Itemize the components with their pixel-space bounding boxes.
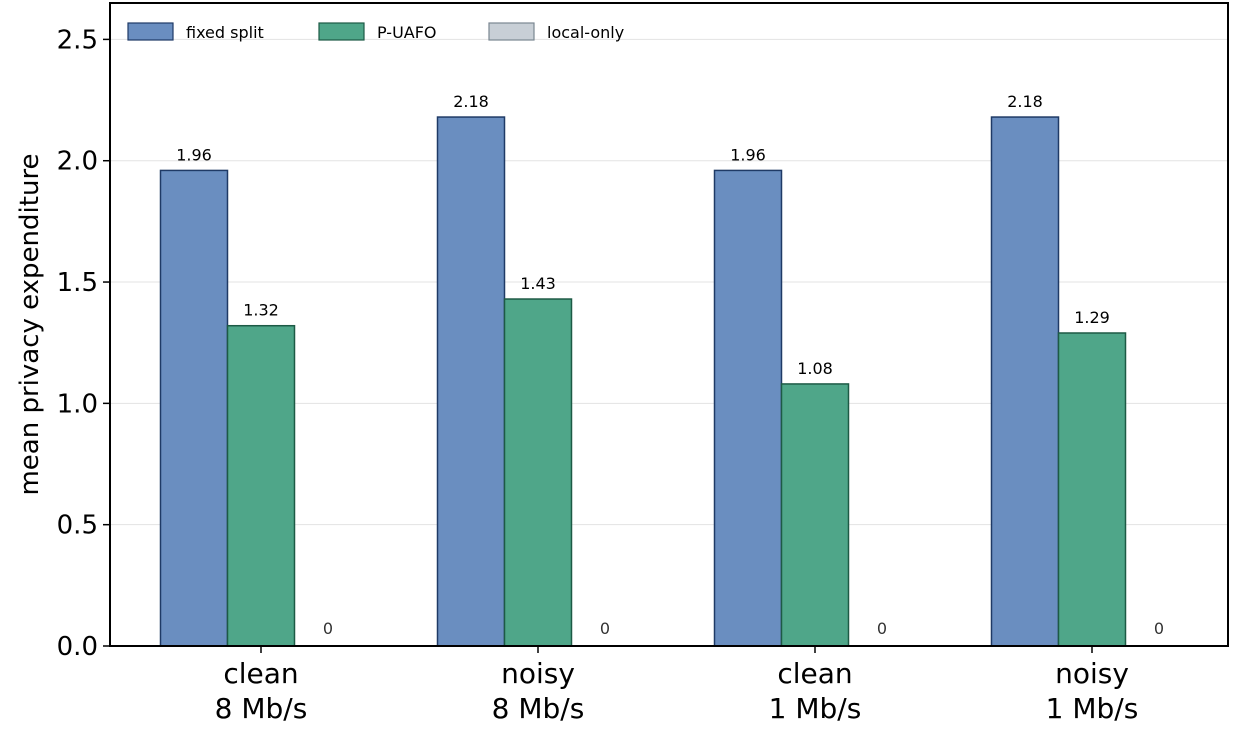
plot-frame: [109, 2, 1229, 647]
x-tick-label: 8 Mb/s: [492, 692, 585, 725]
data-label: 1.96: [176, 145, 212, 164]
data-label: 1.96: [730, 145, 766, 164]
data-label: 2.18: [453, 92, 489, 111]
y-axis: 0.0 0.5 1.0 1.5 2.0 2.5: [57, 25, 110, 662]
y-tick-label: 0.0: [57, 632, 98, 662]
data-label: 0: [600, 619, 610, 638]
y-tick-label: 2.0: [57, 147, 98, 177]
bars: [159, 116, 1127, 647]
bar-fixed-split: [159, 169, 229, 647]
legend-label: local-only: [547, 23, 624, 42]
data-label: 0: [877, 619, 887, 638]
x-tick-label: clean: [223, 657, 298, 690]
bar-fixed-split: [436, 116, 506, 647]
x-tick-label: 1 Mb/s: [1046, 692, 1139, 725]
bar-fixed-split: [713, 169, 783, 647]
data-label: 0: [323, 619, 333, 638]
x-tick-label: 8 Mb/s: [215, 692, 308, 725]
data-label: 0: [1154, 619, 1164, 638]
y-tick-label: 0.5: [57, 511, 98, 541]
bar-p-uafo: [503, 298, 573, 647]
y-tick-label: 1.5: [57, 268, 98, 298]
bar-p-uafo: [780, 383, 850, 647]
y-tick-label: 2.5: [57, 25, 98, 55]
x-tick-label: clean: [777, 657, 852, 690]
legend-label: P-UAFO: [377, 23, 437, 42]
y-axis-title: mean privacy expenditure: [15, 153, 45, 495]
data-label: 1.43: [520, 274, 556, 293]
y-tick-label: 1.0: [57, 389, 98, 419]
legend-swatch: [318, 22, 365, 41]
legend-swatch: [127, 22, 174, 41]
data-label: 1.32: [243, 301, 279, 320]
data-labels: 1.96 1.32 0 2.18 1.43 0 1.96 1.08 0 2.18 1.29 0: [176, 92, 1164, 638]
bar-p-uafo: [226, 324, 296, 647]
bar-fixed-split: [990, 116, 1060, 647]
legend: fixed split P-UAFO local-only: [127, 22, 624, 42]
x-tick-label: noisy: [501, 657, 575, 690]
bar-p-uafo: [1057, 332, 1127, 647]
data-label: 2.18: [1007, 92, 1043, 111]
x-tick-label: noisy: [1055, 657, 1129, 690]
legend-swatch: [488, 22, 535, 41]
data-label: 1.29: [1074, 308, 1110, 327]
data-label: 1.08: [797, 359, 833, 378]
x-tick-label: 1 Mb/s: [769, 692, 862, 725]
legend-label: fixed split: [186, 23, 264, 42]
